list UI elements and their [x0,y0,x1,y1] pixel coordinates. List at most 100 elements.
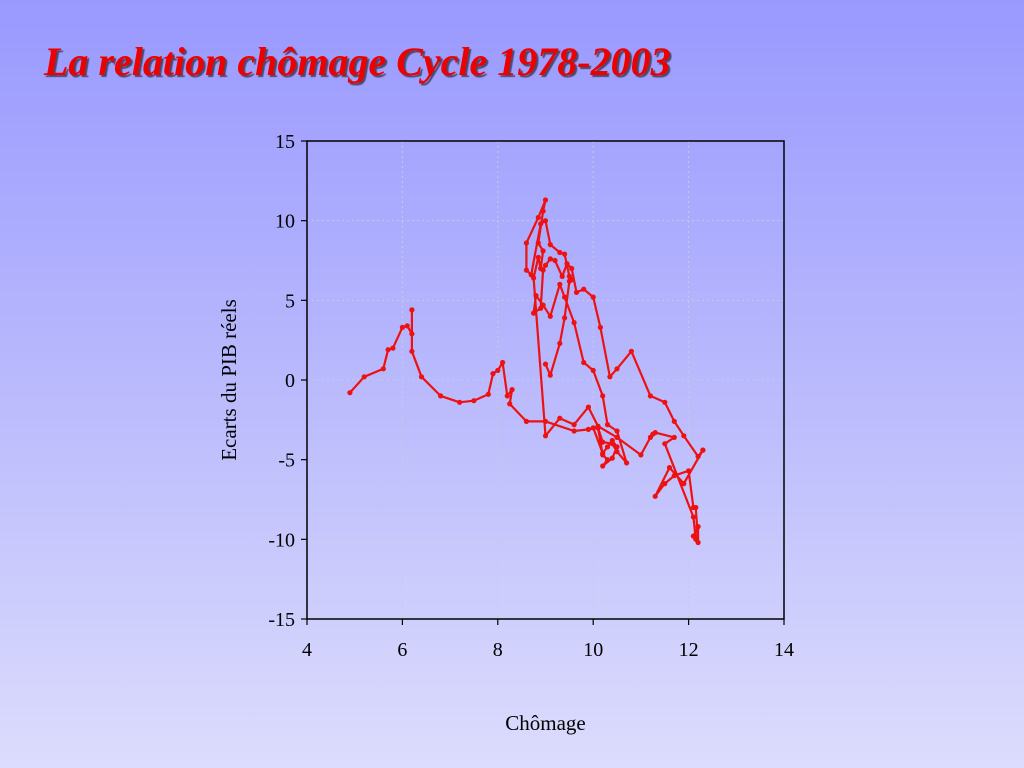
y-axis-label: Ecarts du PIB réels [217,299,241,461]
data-point [686,468,692,474]
data-point [471,398,477,404]
data-point [600,463,606,469]
data-point [538,305,544,311]
data-point [347,390,353,396]
data-point [399,324,405,330]
data-point [490,371,496,377]
data-point [495,367,501,373]
data-point [535,240,541,246]
data-point [590,294,596,300]
data-point [504,393,510,399]
data-point [559,273,565,279]
data-point [557,415,563,421]
data-point [361,374,367,380]
y-tick-label: 0 [285,370,295,392]
slide-title: La relation chômage Cycle 1978-2003 [44,39,671,84]
data-point [595,423,601,429]
data-point [647,434,654,440]
data-point [418,374,425,380]
data-point [571,320,577,326]
data-point [542,197,549,203]
data-point [700,447,706,453]
data-point [409,348,415,354]
x-tick-label: 4 [302,639,312,661]
data-point [614,449,620,455]
data-point [671,418,677,424]
data-point [547,256,553,262]
data-point [562,315,568,321]
data-point [409,331,415,337]
data-point [614,428,620,434]
data-point [581,359,587,366]
data-point [600,439,606,445]
data-point [590,425,596,431]
data-point [647,393,654,399]
data-point [500,359,506,366]
x-tick-label: 12 [679,639,699,661]
data-point [569,265,575,272]
y-tick-label: 15 [275,131,295,153]
data-point [540,248,546,254]
data-point [604,422,611,428]
data-point [535,254,541,260]
data-point [538,221,544,227]
data-point [597,324,604,330]
data-point [695,453,701,460]
data-point [585,404,592,410]
data-point [695,524,701,530]
series-unemployment-gap [347,197,706,546]
data-point [542,433,549,439]
data-point [662,399,668,405]
data-point [690,514,697,520]
data-point [557,281,563,287]
data-point [547,372,553,378]
y-tick-label: 10 [275,211,295,233]
y-tick-label: -15 [268,609,295,631]
data-point [542,361,549,367]
gridlines [307,141,784,619]
data-point [600,393,606,399]
data-point [531,310,537,316]
data-point [390,345,396,351]
data-point [604,444,611,450]
data-point [614,434,620,440]
data-point [662,481,668,487]
data-point [666,465,673,471]
data-point [571,422,577,428]
data-point [693,536,699,542]
data-point [523,418,530,424]
x-tick-label: 10 [583,639,603,661]
data-point [404,323,410,329]
data-point [571,428,577,434]
y-tick-label: 5 [285,290,295,312]
y-tick-label: -10 [268,529,295,551]
data-point [604,457,611,463]
data-point [562,294,568,300]
axis-ticks: 4 6 8 10 12 14 15 10 5 0 -5 -10 -15 [268,131,794,661]
data-point [523,267,530,273]
data-point [566,278,573,284]
data-point [485,391,491,397]
data-point [547,313,553,319]
data-point [547,242,553,248]
data-point [540,208,546,214]
y-tick-label: -5 [278,450,295,472]
x-axis-label: Chômage [505,711,585,735]
data-point [438,393,444,399]
data-point [581,286,587,292]
data-point [385,347,391,353]
data-point [652,493,658,499]
data-point [628,348,635,354]
data-point [671,473,677,479]
data-point [457,399,463,405]
data-point [535,214,541,221]
data-point [609,441,615,447]
data-point [538,265,544,272]
data-point [614,366,620,372]
data-point [681,481,687,487]
data-point [614,444,620,450]
data-point [681,433,687,439]
data-point [585,426,592,432]
data-point [533,293,539,299]
